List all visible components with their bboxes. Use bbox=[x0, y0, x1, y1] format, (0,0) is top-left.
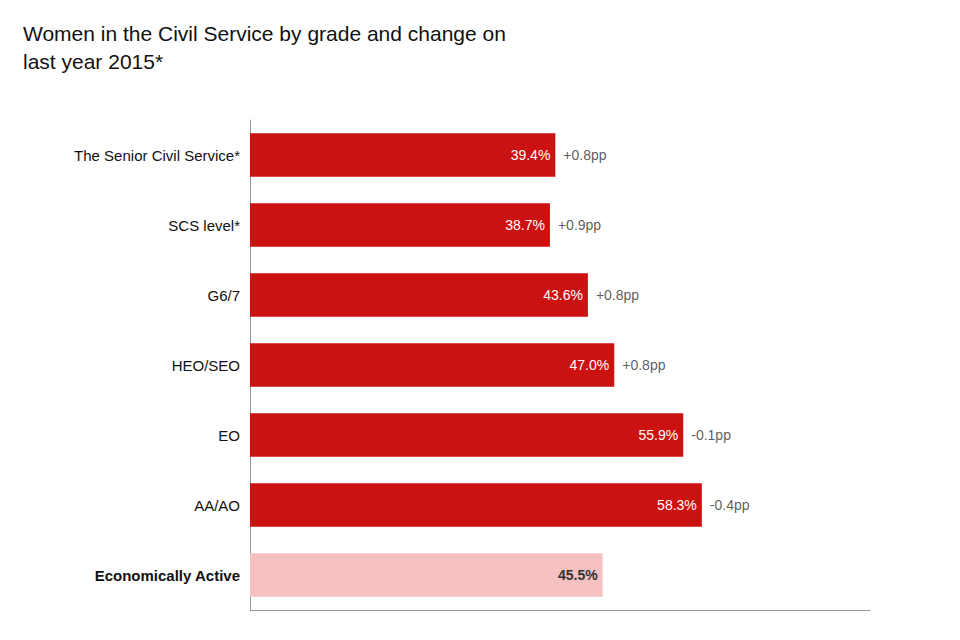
svg-text:47.0%: 47.0% bbox=[570, 357, 610, 373]
svg-text:-0.4pp: -0.4pp bbox=[710, 497, 750, 513]
svg-text:Women in the Civil Service by: Women in the Civil Service by grade and … bbox=[23, 22, 506, 45]
svg-text:+0.8pp: +0.8pp bbox=[563, 147, 606, 163]
svg-text:38.7%: 38.7% bbox=[505, 217, 545, 233]
svg-text:G6/7: G6/7 bbox=[207, 287, 240, 304]
svg-text:55.9%: 55.9% bbox=[639, 427, 679, 443]
svg-text:+0.9pp: +0.9pp bbox=[558, 217, 601, 233]
svg-text:45.5%: 45.5% bbox=[558, 567, 598, 583]
svg-text:+0.8pp: +0.8pp bbox=[622, 357, 665, 373]
svg-text:SCS level*: SCS level* bbox=[168, 217, 240, 234]
svg-text:EO: EO bbox=[218, 427, 240, 444]
svg-text:HEO/SEO: HEO/SEO bbox=[172, 357, 240, 374]
svg-text:last year 2015*: last year 2015* bbox=[23, 50, 163, 73]
svg-text:43.6%: 43.6% bbox=[543, 287, 583, 303]
svg-text:39.4%: 39.4% bbox=[511, 147, 551, 163]
svg-text:AA/AO: AA/AO bbox=[194, 497, 240, 514]
svg-text:Economically Active: Economically Active bbox=[95, 567, 240, 584]
svg-text:The Senior Civil Service*: The Senior Civil Service* bbox=[74, 147, 240, 164]
svg-text:+0.8pp: +0.8pp bbox=[596, 287, 639, 303]
svg-text:58.3%: 58.3% bbox=[657, 497, 697, 513]
svg-text:-0.1pp: -0.1pp bbox=[691, 427, 731, 443]
